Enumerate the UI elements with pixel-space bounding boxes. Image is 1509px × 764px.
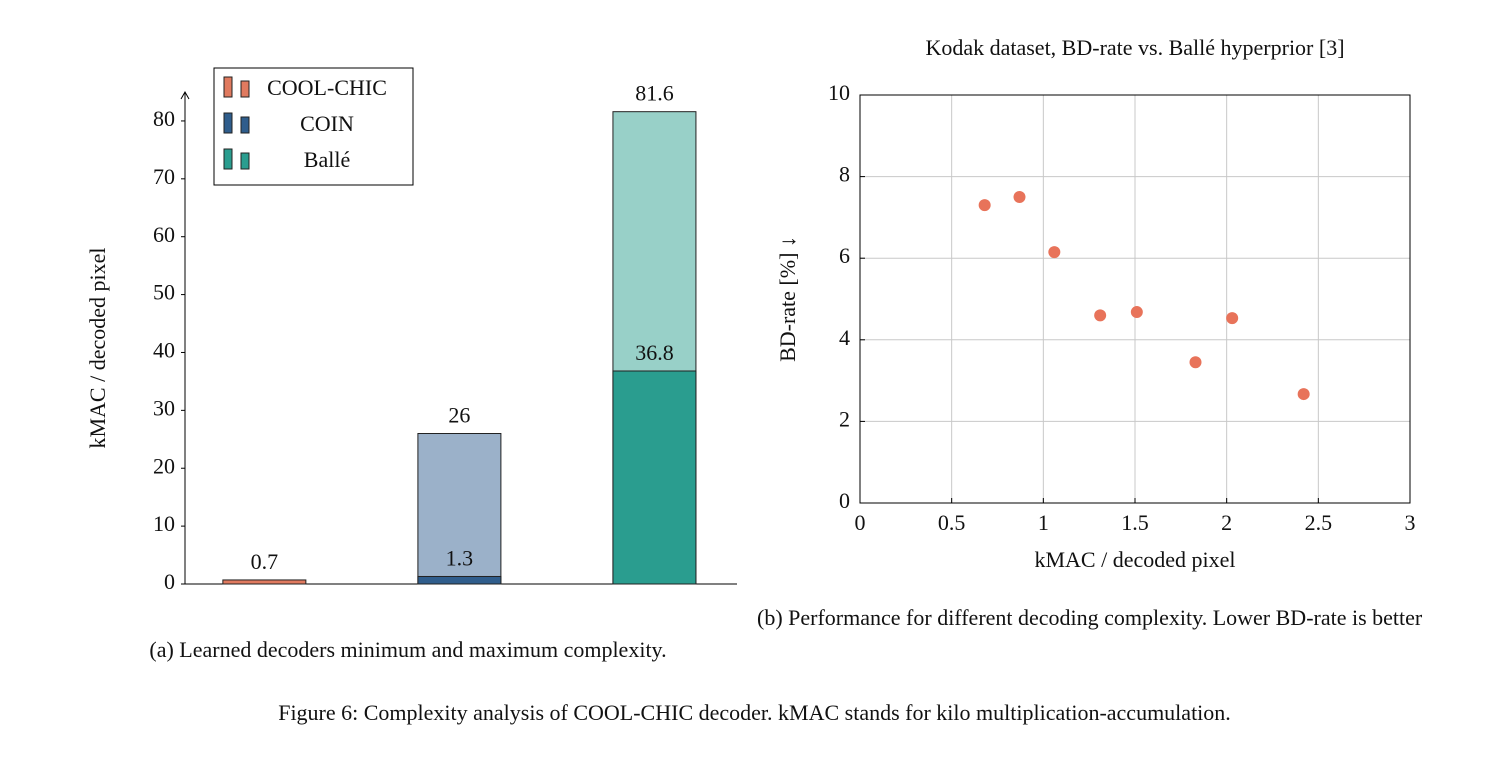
legend-swatch	[240, 152, 250, 170]
bar-value-label: 1.3	[446, 546, 474, 571]
point	[1226, 312, 1239, 325]
x-axis-label: kMAC / decoded pixel	[1034, 547, 1235, 572]
y-axis-arrow	[180, 90, 190, 100]
y-tick-label: 0	[164, 569, 175, 594]
point	[1094, 309, 1107, 322]
figure-caption: Figure 6: Complexity analysis of COOL-CH…	[278, 700, 1231, 725]
bar	[417, 575, 502, 585]
bar	[612, 370, 697, 585]
y-tick-label: 50	[153, 280, 175, 305]
point	[1013, 191, 1026, 203]
bar-value-label: 81.6	[635, 81, 674, 106]
legend-label: COIN	[300, 111, 354, 136]
y-axis-label: BD-rate [%] ↓	[775, 236, 800, 362]
point	[1297, 388, 1310, 401]
point	[1130, 306, 1143, 319]
y-tick-label: 10	[828, 80, 850, 105]
x-tick-label: 1.5	[1121, 510, 1149, 535]
point	[978, 199, 991, 212]
x-tick-label: 0	[855, 510, 866, 535]
x-tick-label: 3	[1405, 510, 1416, 535]
bar-value-label: 36.8	[635, 340, 674, 365]
plot-frame	[859, 94, 1411, 504]
y-tick-label: 2	[839, 406, 850, 431]
legend-swatch	[240, 80, 250, 98]
chart-title: Kodak dataset, BD-rate vs. Ballé hyperpr…	[925, 35, 1344, 60]
point	[1048, 246, 1061, 259]
y-tick-label: 6	[839, 243, 850, 268]
y-tick-label: 20	[153, 453, 175, 478]
y-tick-label: 70	[153, 164, 175, 189]
x-tick-label: 2.5	[1305, 510, 1333, 535]
x-tick-label: 1	[1038, 510, 1049, 535]
y-tick-label: 0	[839, 488, 850, 513]
y-axis-label: kMAC / decoded pixel	[85, 247, 110, 448]
y-tick-label: 8	[839, 162, 850, 187]
y-tick-label: 30	[153, 395, 175, 420]
caption-a: (a) Learned decoders minimum and maximum…	[149, 637, 667, 662]
y-tick-label: 80	[153, 106, 175, 131]
bar	[417, 433, 502, 585]
caption-b: (b) Performance for different decoding c…	[757, 605, 1423, 630]
point	[1189, 356, 1202, 369]
legend-swatch	[223, 112, 233, 134]
bar	[222, 579, 307, 585]
x-tick-label: 2	[1221, 510, 1232, 535]
legend-swatch	[223, 76, 233, 98]
legend-label: Ballé	[304, 147, 350, 172]
y-tick-label: 4	[839, 325, 850, 350]
bar-value-label: 26	[448, 403, 470, 428]
bar-value-label: 0.7	[251, 549, 279, 574]
legend-swatch	[240, 116, 250, 134]
legend-label: COOL-CHIC	[267, 75, 387, 100]
y-tick-label: 40	[153, 338, 175, 363]
y-tick-label: 60	[153, 222, 175, 247]
legend-swatch	[223, 148, 233, 170]
x-tick-label: 0.5	[938, 510, 966, 535]
y-tick-label: 10	[153, 511, 175, 536]
